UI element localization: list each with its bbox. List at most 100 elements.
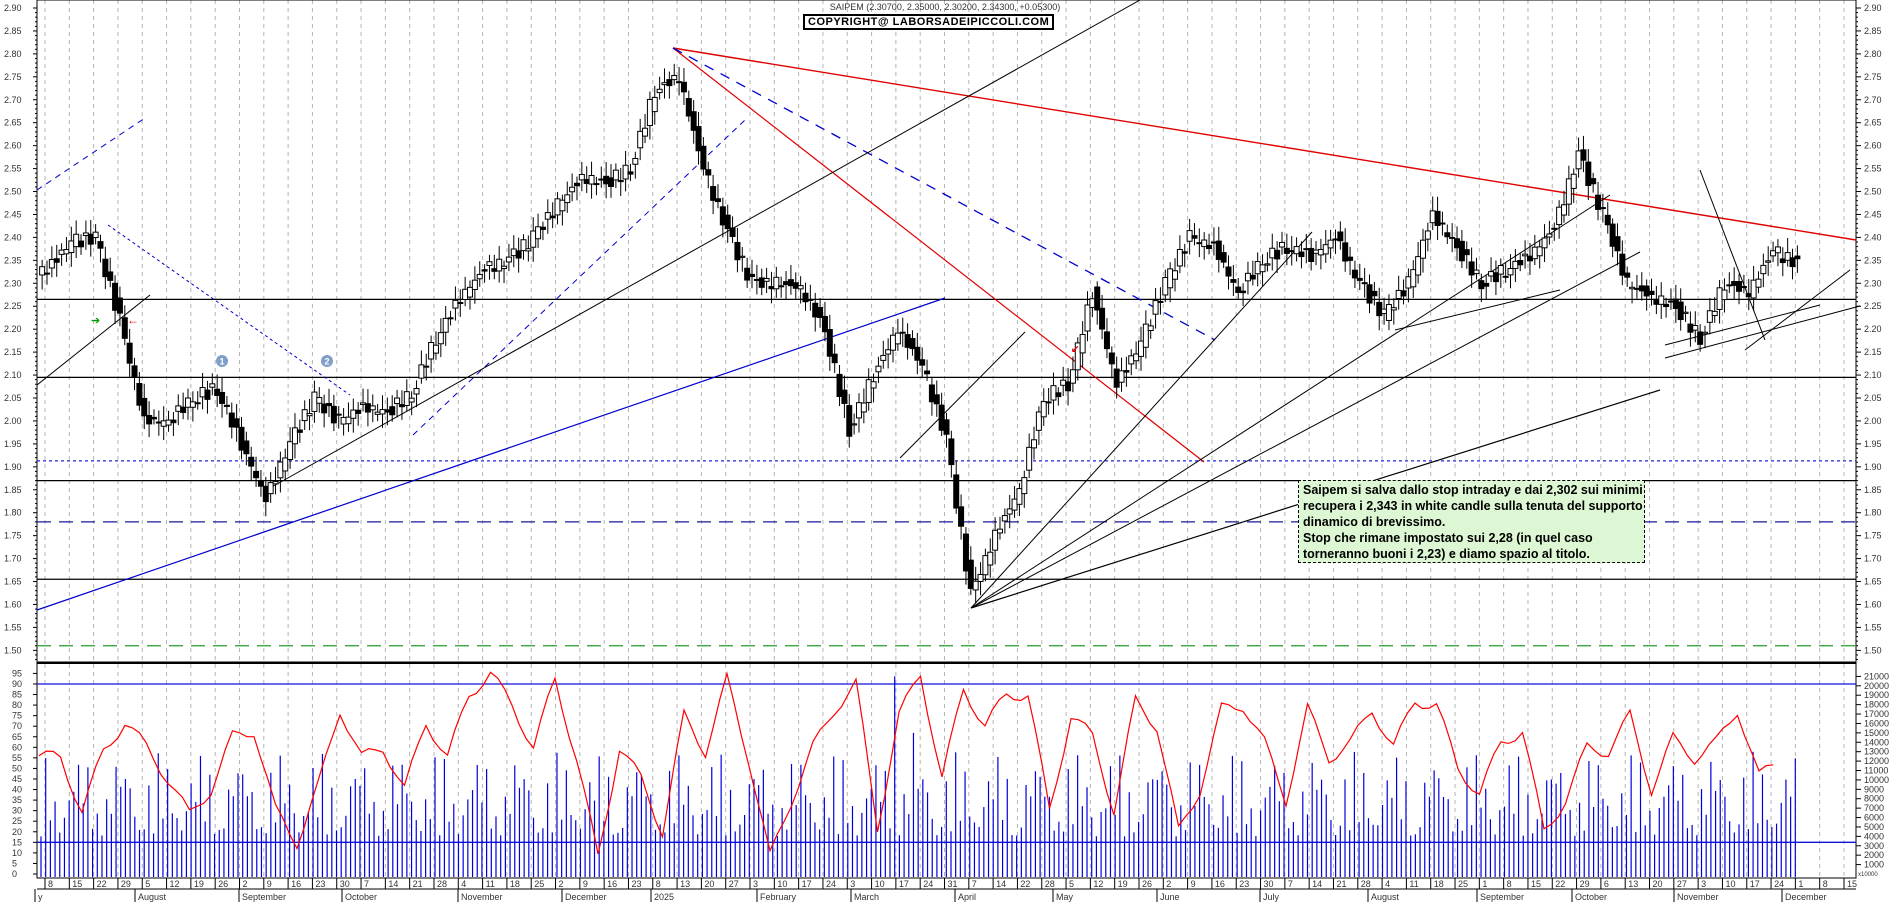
candle-up — [875, 365, 882, 373]
day-label: 24 — [923, 879, 933, 889]
day-label: 12 — [170, 879, 180, 889]
candle-up — [1760, 264, 1767, 275]
candle-up — [676, 81, 683, 84]
candle-down — [1794, 255, 1801, 260]
candle-up — [369, 405, 376, 411]
osc-label: 0 — [12, 869, 17, 879]
candle-up — [267, 482, 274, 495]
day-label: 10 — [875, 879, 885, 889]
left-price-label: 2.80 — [4, 49, 22, 59]
candle-down — [787, 279, 794, 287]
candle-down — [841, 389, 848, 404]
candle-up — [82, 232, 89, 237]
candle-down — [1599, 207, 1606, 210]
candle-up — [282, 457, 289, 472]
candle-up — [1765, 260, 1772, 263]
left-price-label: 2.25 — [4, 301, 22, 311]
candle-down — [539, 226, 546, 230]
candle-down — [326, 402, 333, 407]
day-label: 18 — [1434, 879, 1444, 889]
candle-up — [452, 299, 459, 309]
volume-label: 6000 — [1864, 813, 1884, 823]
osc-label: 10 — [12, 848, 22, 858]
candle-up — [272, 481, 279, 485]
candle-down — [1463, 249, 1470, 256]
candle-up — [1575, 150, 1582, 170]
candle-up — [1050, 385, 1057, 401]
candle-down — [943, 419, 950, 435]
day-label: 2 — [559, 879, 564, 889]
candle-up — [1512, 260, 1519, 269]
day-label: 7 — [1288, 879, 1293, 889]
trend-line — [970, 251, 1641, 609]
left-price-label: 2.00 — [4, 416, 22, 426]
month-label: May — [1056, 892, 1074, 902]
candle-up — [612, 169, 619, 181]
candle-up — [1429, 210, 1436, 224]
left-price-label: 2.60 — [4, 141, 22, 151]
left-price-label: 2.20 — [4, 324, 22, 334]
left-price-label: 1.75 — [4, 531, 22, 541]
day-label: 25 — [534, 879, 544, 889]
candle-down — [87, 233, 94, 245]
candle-up — [442, 317, 449, 333]
left-price-label: 1.50 — [4, 645, 22, 655]
candle-down — [1478, 280, 1485, 290]
day-label: 16 — [291, 879, 301, 889]
day-label: 2 — [1166, 879, 1171, 889]
day-label: 20 — [704, 879, 714, 889]
left-price-label: 2.50 — [4, 187, 22, 197]
candle-up — [1784, 252, 1791, 261]
day-label: 28 — [1361, 879, 1371, 889]
left-price-label: 1.90 — [4, 462, 22, 472]
candle-up — [496, 258, 503, 272]
candle-up — [291, 427, 298, 445]
candle-down — [1332, 238, 1339, 241]
candle-up — [1074, 342, 1081, 371]
candle-down — [180, 406, 187, 413]
trend-line — [970, 194, 1611, 609]
right-price-label: 2.90 — [1864, 3, 1882, 13]
candle-up — [505, 256, 512, 263]
day-label: 22 — [1020, 879, 1030, 889]
candle-up — [1701, 331, 1708, 335]
candle-down — [685, 98, 692, 117]
candle-up — [642, 127, 649, 137]
candle-down — [1249, 274, 1256, 280]
candle-up — [432, 344, 439, 354]
candle-up — [632, 158, 639, 165]
volume-label: 21000 — [1864, 671, 1889, 681]
candle-up — [637, 130, 644, 149]
candle-down — [919, 359, 926, 366]
candle-down — [1230, 279, 1237, 283]
candle-down — [126, 342, 133, 364]
candle-up — [1473, 269, 1480, 275]
candle-down — [1308, 247, 1315, 263]
day-label: 7 — [972, 879, 977, 889]
candle-down — [753, 278, 760, 281]
right-price-label: 1.60 — [1864, 599, 1882, 609]
candle-up — [1658, 295, 1665, 305]
candle-up — [306, 413, 313, 417]
month-label: October — [345, 892, 377, 902]
candle-up — [880, 354, 887, 361]
candle-up — [1269, 247, 1276, 259]
candle-up — [1410, 269, 1417, 288]
right-price-label: 1.65 — [1864, 577, 1882, 587]
candle-up — [68, 240, 75, 254]
candle-up — [199, 387, 206, 398]
volume-label: 15000 — [1864, 728, 1889, 738]
candle-down — [355, 409, 362, 414]
candle-down — [102, 258, 109, 278]
candle-up — [447, 317, 454, 320]
candle-down — [1439, 222, 1446, 225]
candle-down — [1663, 303, 1670, 308]
analysis-note: Saipem si salva dallo stop intraday e da… — [1298, 480, 1645, 563]
day-label: 8 — [48, 879, 53, 889]
candle-down — [1454, 238, 1461, 249]
day-label: 28 — [1045, 879, 1055, 889]
candle-down — [1667, 300, 1674, 303]
candle-up — [992, 529, 999, 551]
candle-up — [773, 276, 780, 290]
